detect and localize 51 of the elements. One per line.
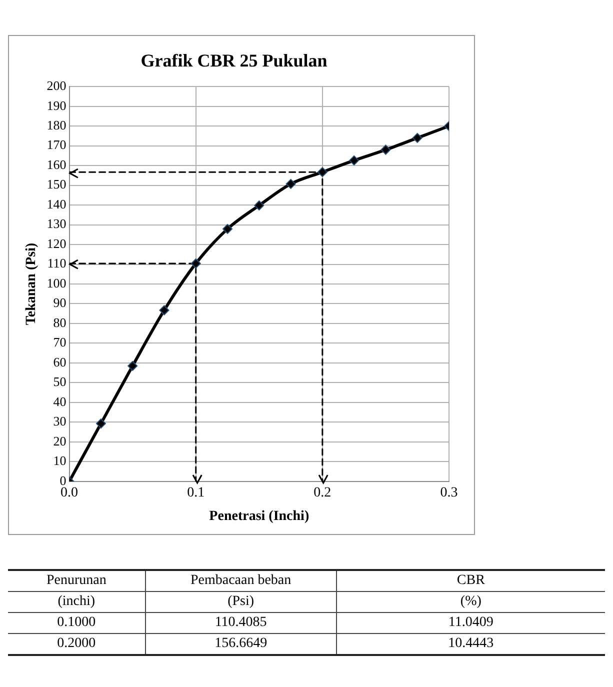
y-tick-label: 170 <box>46 137 66 152</box>
y-tick-label: 50 <box>53 374 66 390</box>
point <box>380 144 391 155</box>
x-tick-label: 0.3 <box>440 485 458 500</box>
text: 11.0409 <box>336 612 605 634</box>
y-tick-label: 200 <box>46 78 66 94</box>
y-tick-label: 80 <box>53 314 66 330</box>
y-tick-label: 60 <box>53 354 66 370</box>
y-tick-label: 30 <box>53 414 66 429</box>
point <box>159 305 170 316</box>
text: Penurunan <box>8 570 146 592</box>
y-tick-label: 130 <box>46 216 66 232</box>
point <box>128 360 138 371</box>
point <box>317 167 328 178</box>
y-tick-label: 70 <box>53 334 66 350</box>
text: (inchi) <box>8 592 146 612</box>
text: 0.1000 <box>8 612 146 634</box>
point <box>254 200 264 210</box>
x-tick-label: 0.1 <box>187 485 205 500</box>
y-tick-label: 90 <box>53 295 66 310</box>
y-tick-label: 100 <box>46 275 66 290</box>
y-tick-label: 40 <box>53 394 66 409</box>
point <box>96 418 106 429</box>
y-tick-label: 150 <box>46 176 66 192</box>
y-tick-label: 160 <box>46 156 66 172</box>
y-tick-label: 190 <box>46 98 66 113</box>
text: 0.2000 <box>8 634 146 655</box>
y-tick-label: 180 <box>46 118 66 132</box>
y-tick-label: 0 <box>60 472 66 488</box>
chart-title: Grafik CBR 25 Pukulan <box>140 50 328 70</box>
point <box>412 132 422 143</box>
point <box>349 155 360 166</box>
y-tick-label: 120 <box>46 236 66 251</box>
point <box>222 224 233 234</box>
text: (Psi) <box>145 592 336 612</box>
y-tick-label: 140 <box>46 196 66 212</box>
point <box>286 178 296 189</box>
x-tick-label: 0.0 <box>60 485 78 500</box>
x-tick-label: 0.2 <box>314 485 332 500</box>
text: (%) <box>336 592 605 612</box>
text: 156.6649 <box>145 634 336 655</box>
y-tick-label: 20 <box>53 433 66 448</box>
y-tick-label: 110 <box>47 256 66 271</box>
x-axis-title: Penetrasi (Inchi) <box>209 509 310 524</box>
y-axis-title: Tekanan (Psi) <box>24 242 40 326</box>
text: 110.4085 <box>145 612 336 634</box>
y-tick-label: 10 <box>53 453 66 468</box>
point <box>190 258 201 268</box>
text: Pembacaan beban <box>145 570 336 592</box>
text: CBR <box>336 570 605 592</box>
text: 10.4443 <box>336 634 605 655</box>
